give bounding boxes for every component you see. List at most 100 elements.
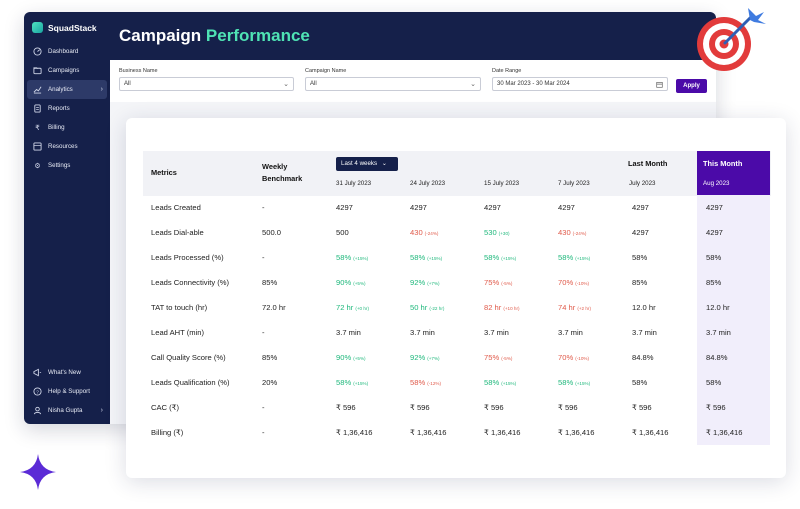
- last-month-value: 58%: [632, 378, 648, 387]
- week-value: 530 (+30): [484, 228, 510, 237]
- this-month-value: 85%: [706, 278, 722, 287]
- table-row: TAT to touch (hr) 72.0 hr 72 hr (+0 hr) 50 h…: [143, 295, 771, 320]
- gear-icon: ⚙: [34, 162, 41, 170]
- dashboard-icon: [33, 47, 42, 56]
- this-month-value: 4297: [706, 203, 723, 212]
- sidebar-item-label: What's New: [48, 369, 81, 376]
- sidebar-item-reports[interactable]: Reports: [27, 99, 107, 118]
- week-value: 4297: [336, 203, 353, 212]
- apply-button[interactable]: Apply: [676, 79, 707, 93]
- chart-icon: [33, 85, 42, 94]
- business-select[interactable]: All ⌄: [119, 77, 294, 91]
- metrics-card: Metrics Weekly Benchmark Last 4 weeks ⌄ …: [126, 118, 786, 478]
- week-delta: (-10%): [575, 356, 589, 361]
- week-value-number: 500: [336, 228, 349, 237]
- sidebar-item-settings[interactable]: ⚙ Settings: [27, 156, 107, 175]
- week-value: 4297: [410, 203, 427, 212]
- week-delta: (+5%): [353, 281, 366, 286]
- last-month-value: 85%: [632, 278, 648, 287]
- week-value-number: 70%: [558, 353, 574, 362]
- sidebar-item-label: Settings: [48, 162, 71, 169]
- week-value-number: ₹ 596: [558, 403, 578, 412]
- logo-icon: [32, 22, 43, 33]
- table-row: Call Quality Score (%) 85% 90% (+5%) 92% (+7%…: [143, 345, 771, 370]
- week-header: 24 July 2023: [410, 180, 446, 187]
- week-value: 75% (-5%): [484, 353, 512, 362]
- week-value-number: 58%: [410, 253, 426, 262]
- metric-label: Call Quality Score (%): [151, 353, 226, 362]
- week-value: 3.7 min: [484, 328, 509, 337]
- week-delta: (-24%): [424, 231, 439, 236]
- metric-label: Leads Connectivity (%): [151, 278, 230, 287]
- table-row: CAC (₹) - ₹ 596 ₹ 596 ₹ 596 ₹ 596 ₹ 596 ₹ 596: [143, 395, 771, 420]
- sidebar-item-label: Help & Support: [48, 388, 90, 395]
- week-value: 50 hr (-22 hr): [410, 303, 444, 312]
- this-month-value: ₹ 596: [706, 403, 726, 412]
- week-value: 70% (-10%): [558, 278, 589, 287]
- week-value-number: 58%: [558, 378, 574, 387]
- calendar-icon: [656, 81, 663, 90]
- week-value-number: 3.7 min: [484, 328, 509, 337]
- campaign-label: Campaign Name: [305, 68, 347, 74]
- table-row: Billing (₹) - ₹ 1,36,416 ₹ 1,36,416 ₹ 1,36,4…: [143, 420, 771, 445]
- last-month-value: ₹ 596: [632, 403, 652, 412]
- week-delta: (+7%): [427, 281, 440, 286]
- sidebar-item-analytics[interactable]: Analytics ›: [27, 80, 107, 99]
- this-month-sub: Aug 2023: [703, 180, 730, 187]
- chevron-down-icon: ⌄: [381, 161, 387, 167]
- week-delta: (-24%): [572, 231, 587, 236]
- metric-label: Billing (₹): [151, 428, 184, 437]
- campaign-select[interactable]: All ⌄: [305, 77, 481, 91]
- sidebar-item-dashboard[interactable]: Dashboard: [27, 42, 107, 61]
- week-value: 90% (+5%): [336, 353, 366, 362]
- sparkle-icon: [20, 454, 56, 490]
- last-month-value: 3.7 min: [632, 328, 657, 337]
- sidebar-item-whats-new[interactable]: What's New: [27, 363, 107, 382]
- chevron-right-icon: ›: [100, 407, 103, 414]
- week-value: 58% (-12%): [410, 378, 441, 387]
- table-row: Leads Connectivity (%) 85% 90% (+5%) 92% (+7%…: [143, 270, 771, 295]
- benchmark-value: 85%: [262, 353, 278, 362]
- period-dropdown[interactable]: Last 4 weeks ⌄: [336, 157, 398, 171]
- week-value: 4297: [558, 203, 575, 212]
- week-value-number: 4297: [484, 203, 501, 212]
- campaign-filter: Campaign Name All ⌄: [305, 68, 481, 91]
- target-dart-icon: [697, 8, 766, 71]
- week-value-number: 70%: [558, 278, 574, 287]
- brand-name: SquadStack: [48, 22, 97, 33]
- benchmark-value: 72.0 hr: [262, 303, 286, 312]
- metric-label: Lead AHT (min): [151, 328, 205, 337]
- week-value: 58% (+15%): [336, 253, 368, 262]
- sidebar-item-billing[interactable]: ₹ Billing: [27, 118, 107, 137]
- benchmark-header-line2: Benchmark: [262, 174, 303, 183]
- table-row: Leads Qualification (%) 20% 58% (+15%) 58% (-…: [143, 370, 771, 395]
- last-month-sub: July 2023: [629, 180, 656, 187]
- week-value-number: 92%: [410, 353, 426, 362]
- week-value-number: 58%: [336, 253, 352, 262]
- sidebar-item-campaigns[interactable]: Campaigns: [27, 61, 107, 80]
- week-value-number: 50 hr: [410, 303, 428, 312]
- sidebar-item-user[interactable]: Nisha Gupta ›: [27, 401, 107, 420]
- week-value: ₹ 596: [558, 403, 578, 412]
- business-value: All: [124, 81, 131, 87]
- date-range-input[interactable]: 30 Mar 2023 - 30 Mar 2024: [492, 77, 668, 91]
- benchmark-value: -: [262, 203, 265, 212]
- sidebar-item-resources[interactable]: Resources: [27, 137, 107, 156]
- metric-label: Leads Created: [151, 203, 201, 212]
- this-month-value: ₹ 1,36,416: [706, 428, 743, 437]
- week-value-number: 75%: [484, 353, 500, 362]
- week-delta: (+10 hr): [503, 306, 520, 311]
- week-value-number: 4297: [410, 203, 427, 212]
- week-delta: (+15%): [353, 256, 369, 261]
- sidebar-nav: Dashboard Campaigns Analytics › Reports …: [24, 42, 110, 175]
- this-month-value: 4297: [706, 228, 723, 237]
- week-value: ₹ 596: [484, 403, 504, 412]
- page-header: Campaign Performance: [110, 12, 716, 60]
- week-value-number: 3.7 min: [558, 328, 583, 337]
- benchmark-value: -: [262, 253, 265, 262]
- last-month-value: 12.0 hr: [632, 303, 656, 312]
- help-icon: ?: [33, 387, 42, 396]
- brand-logo[interactable]: SquadStack: [24, 12, 110, 36]
- sidebar-item-label: Reports: [48, 105, 70, 112]
- sidebar-item-help[interactable]: ? Help & Support: [27, 382, 107, 401]
